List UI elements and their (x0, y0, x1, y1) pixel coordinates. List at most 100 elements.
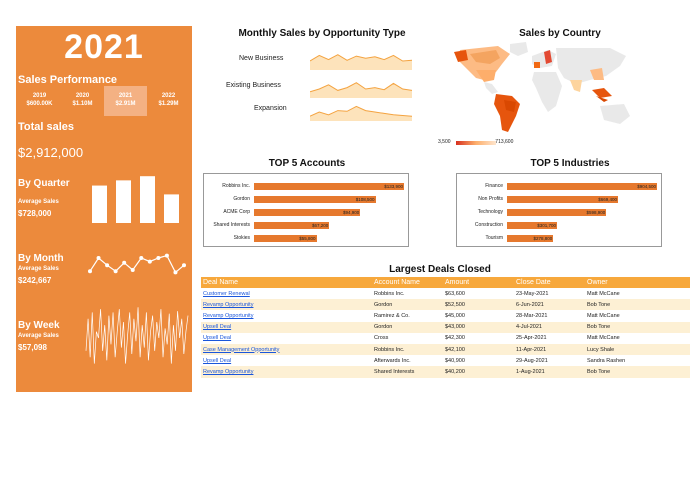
bar-value-label: $904,500 (637, 184, 656, 189)
month-point (96, 256, 101, 260)
month-point (105, 263, 110, 268)
bar-value-label: $133,900 (384, 184, 403, 189)
largest-deals-table: Deal Name Account Name Amount Close Date… (201, 277, 690, 378)
sparkline-area (310, 82, 412, 98)
close-date-cell: 1-Aug-2021 (514, 366, 585, 378)
bar-label: Shared Interests (213, 222, 250, 228)
month-point (88, 269, 92, 274)
bar-label: Gordon (233, 196, 250, 202)
account-name-cell: Ramirez & Co. (374, 312, 410, 319)
month-point (147, 259, 152, 264)
month-point (173, 270, 178, 275)
month-point (130, 268, 135, 272)
amount-cell: $52,500 (443, 299, 514, 311)
bar-value-label: $108,500 (355, 197, 375, 202)
owner-cell: Matt McCane (587, 290, 620, 297)
owner-cell: Sandra Rashen (587, 357, 626, 364)
bar[interactable]: $108,500 (254, 196, 376, 203)
sparkline-area (310, 106, 412, 121)
table-row: Customer Renewal Robbins Inc. $63,600 23-Ma… (201, 288, 690, 299)
year-title: 2021 (64, 28, 144, 66)
account-name-cell: Gordon (372, 299, 443, 311)
column-close-date[interactable]: Close Date (514, 277, 585, 288)
deal-link[interactable]: Revamp Opportunity (203, 301, 254, 308)
deal-link[interactable]: Upsell Deal (203, 324, 232, 331)
bar-label: Non Profits (478, 196, 503, 202)
table-row: Upsell Deal Gordon $43,000 4-Jul-2021 Bob To… (201, 321, 690, 333)
close-date-cell: 6-Jun-2021 (514, 299, 585, 311)
map-scale-gradient (456, 141, 496, 145)
deal-link[interactable]: Customer Renewal (203, 290, 250, 297)
month-point (122, 260, 127, 265)
deal-link[interactable]: Upsell Deal (203, 335, 232, 342)
table-row: Case Management Opportunity Robbins Inc. $… (201, 343, 690, 356)
month-point (164, 253, 169, 258)
owner-cell: Lucy Shale (585, 343, 690, 356)
column-owner[interactable]: Owner (585, 277, 690, 288)
amount-cell: $63,600 (445, 290, 465, 297)
month-average-label: Average Sales (18, 266, 59, 272)
month-point (182, 263, 186, 268)
year-tab-2020[interactable]: 2020 $1.10M (72, 93, 93, 107)
year-tab-2021[interactable]: 2021 $2.91M (104, 86, 147, 116)
sparkline-line (310, 82, 412, 93)
owner-cell: Bob Tone (585, 366, 690, 378)
total-sales-label: Total sales (18, 121, 75, 133)
bar[interactable]: $67,200 (254, 222, 330, 229)
week-average-label: Average Sales (18, 333, 59, 339)
amount-cell: $45,000 (445, 312, 465, 319)
bar-label: Robbins Inc. (222, 183, 250, 189)
deal-name-cell: Upsell Deal (201, 333, 372, 344)
bar[interactable]: $133,900 (254, 183, 404, 190)
bar[interactable]: $278,800 (507, 235, 554, 242)
deal-name-cell: Upsell Deal (201, 321, 372, 333)
account-name-cell: Robbins Inc. (374, 290, 405, 297)
year-tab-2019[interactable]: 2019 $600.00K (26, 93, 53, 107)
deal-link[interactable]: Revamp Opportunity (203, 312, 254, 319)
bar[interactable]: $904,500 (507, 183, 657, 190)
bar[interactable]: $598,900 (507, 209, 607, 216)
account-name-cell: Shared Interests (372, 366, 443, 378)
amount-cell: $40,200 (443, 366, 514, 378)
quarter-bar (92, 185, 107, 223)
sales-summary-panel: 2021 Sales Performance 2019 $600.00K 2020… (16, 26, 192, 392)
close-date-cell: 29-Aug-2021 (516, 357, 548, 364)
account-name-cell: Robbins Inc. (372, 343, 443, 356)
month-line-chart (88, 253, 186, 275)
sparkline-line (310, 105, 412, 117)
expansion-sparkline (310, 105, 412, 121)
sales-by-country-map[interactable] (440, 40, 640, 138)
account-name-cell: Cross (374, 335, 389, 342)
deal-link[interactable]: Upsell Deal (203, 357, 232, 364)
month-average-value: $242,667 (18, 276, 52, 285)
quarter-average-value: $728,000 (18, 209, 52, 218)
owner-cell: Bob Tone (585, 321, 690, 333)
close-date-cell: 25-Apr-2021 (516, 335, 547, 342)
close-date-cell: 23-May-2021 (516, 290, 549, 297)
existing-business-label: Existing Business (226, 82, 281, 89)
column-amount[interactable]: Amount (443, 277, 514, 288)
bar[interactable]: $94,900 (254, 209, 361, 216)
week-series-line (85, 307, 189, 364)
column-deal-name[interactable]: Deal Name (201, 277, 372, 288)
table-row: Upsell Deal Cross $42,300 25-Apr-2021 Matt M… (201, 333, 690, 344)
amount-cell: $42,300 (445, 335, 465, 342)
account-name-cell: Afterwards Inc. (374, 357, 411, 364)
bar[interactable]: $55,800 (254, 235, 317, 242)
table-header-row: Deal Name Account Name Amount Close Date… (201, 277, 690, 288)
bar-label: ACME Corp (223, 209, 250, 215)
bar[interactable]: $301,700 (507, 222, 558, 229)
column-account-name[interactable]: Account Name (372, 277, 443, 288)
deal-link[interactable]: Revamp Opportunity (203, 368, 254, 375)
deal-name-cell: Revamp Opportunity (201, 299, 372, 311)
bar[interactable]: $669,400 (507, 196, 618, 203)
year-tab-2022[interactable]: 2022 $1.29M (158, 93, 179, 107)
deal-name-cell: Revamp Opportunity (201, 366, 372, 378)
existing-business-sparkline (310, 82, 412, 98)
top-industries-chart: Finance $904,500 Non Profits $669,400 Techno… (456, 173, 662, 247)
largest-deals-title: Largest Deals Closed (389, 264, 491, 275)
by-quarter-label: By Quarter (18, 178, 70, 189)
deal-link[interactable]: Case Management Opportunity (203, 346, 280, 353)
month-point (156, 256, 161, 260)
expansion-label: Expansion (254, 105, 287, 112)
